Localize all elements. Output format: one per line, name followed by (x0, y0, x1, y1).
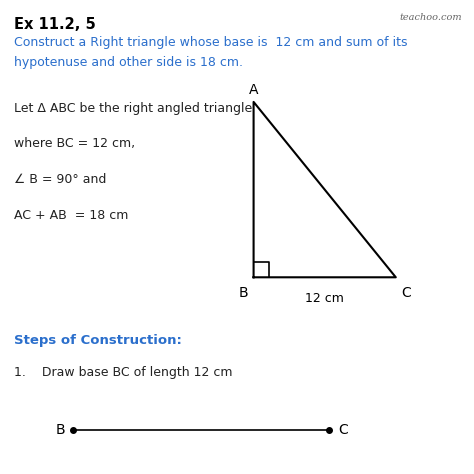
Text: Ex 11.2, 5: Ex 11.2, 5 (14, 17, 96, 32)
Text: C: C (338, 423, 348, 438)
Text: 12 cm: 12 cm (305, 292, 344, 304)
Text: where BC = 12 cm,: where BC = 12 cm, (14, 137, 136, 150)
Text: teachoo.com: teachoo.com (400, 13, 462, 22)
Text: Let Δ ABC be the right angled triangle: Let Δ ABC be the right angled triangle (14, 102, 253, 115)
Text: ∠ B = 90° and: ∠ B = 90° and (14, 173, 107, 186)
Text: Steps of Construction:: Steps of Construction: (14, 334, 182, 347)
Text: AC + AB  = 18 cm: AC + AB = 18 cm (14, 209, 128, 221)
Text: B: B (55, 423, 65, 438)
Text: Construct a Right triangle whose base is  12 cm and sum of its
hypotenuse and ot: Construct a Right triangle whose base is… (14, 36, 408, 69)
Text: B: B (239, 286, 248, 300)
Text: C: C (401, 286, 411, 300)
Text: 1.    Draw base BC of length 12 cm: 1. Draw base BC of length 12 cm (14, 366, 233, 379)
Text: A: A (249, 82, 258, 97)
